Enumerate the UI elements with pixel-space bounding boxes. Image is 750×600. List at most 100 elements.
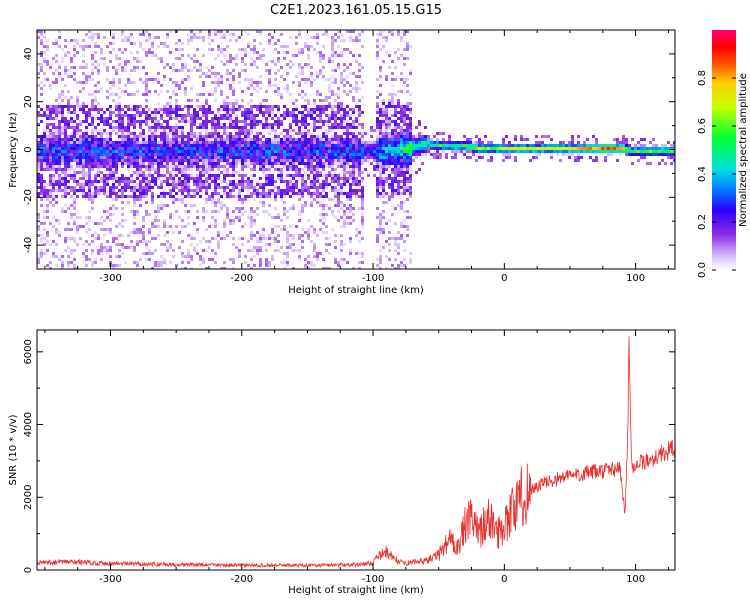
spectrogram-cell — [304, 144, 307, 147]
spectrogram-cell — [400, 162, 403, 165]
spectrogram-cell — [52, 159, 55, 162]
spectrogram-cell — [322, 183, 325, 186]
spectrogram-cell — [619, 144, 622, 147]
spectrogram-cell — [139, 150, 142, 153]
spectrogram-cell — [409, 111, 412, 114]
spectrogram-cell — [307, 219, 310, 222]
spectrogram-cell — [382, 156, 385, 159]
spectrogram-cell — [157, 126, 160, 129]
spectrogram-cell — [508, 156, 511, 159]
spectrogram-cell — [124, 141, 127, 144]
spectrogram-cell — [484, 135, 487, 138]
spectrogram-cell — [175, 159, 178, 162]
spectrogram-cell — [226, 150, 229, 153]
spectrogram-cell — [139, 228, 142, 231]
spectrogram-cell — [190, 195, 193, 198]
spectrogram-cell — [220, 186, 223, 189]
spectrogram-cell — [49, 174, 52, 177]
spectrogram-cell — [244, 138, 247, 141]
spectrogram-cell — [520, 150, 523, 153]
spectrogram-cell — [337, 117, 340, 120]
spectrogram-cell — [163, 180, 166, 183]
spectrogram-cell — [211, 168, 214, 171]
spectrogram-cell — [379, 147, 382, 150]
spectrogram-cell — [322, 66, 325, 69]
spectrogram-cell — [202, 39, 205, 42]
spectrogram-cell — [232, 141, 235, 144]
spectrogram-cell — [121, 126, 124, 129]
spectrogram-cell — [313, 141, 316, 144]
spectrogram-cell — [85, 45, 88, 48]
spectrogram-cell — [391, 264, 394, 267]
spectrogram-cell — [94, 105, 97, 108]
spectrogram-cell — [409, 144, 412, 147]
spectrogram-cell — [343, 39, 346, 42]
spectrogram-cell — [94, 108, 97, 111]
spectrogram-cell — [109, 162, 112, 165]
spectrogram-cell — [100, 159, 103, 162]
spectrogram-cell — [214, 183, 217, 186]
spectrogram-cell — [271, 156, 274, 159]
spectrogram-cell — [175, 162, 178, 165]
spectrogram-cell — [130, 210, 133, 213]
spectrogram-cell — [250, 195, 253, 198]
spectrogram-cell — [187, 183, 190, 186]
spectrogram-cell — [625, 144, 628, 147]
spectrogram-cell — [184, 63, 187, 66]
spectrogram-cell — [217, 147, 220, 150]
spectrogram-cell — [292, 114, 295, 117]
spectrogram-cell — [55, 105, 58, 108]
spectrogram-cell — [61, 141, 64, 144]
spectrogram-cell — [220, 147, 223, 150]
spectrogram-cell — [358, 231, 361, 234]
spectrogram-cell — [253, 156, 256, 159]
spectrogram-cell — [205, 177, 208, 180]
spectrogram-cell — [43, 159, 46, 162]
spectrogram-cell — [238, 183, 241, 186]
spectrogram-cell — [208, 183, 211, 186]
spectrogram-cell — [235, 132, 238, 135]
spectrogram-cell — [208, 36, 211, 39]
spectrogram-cell — [67, 222, 70, 225]
spectrogram-cell — [514, 147, 517, 150]
spectrogram-cell — [55, 156, 58, 159]
spectrogram-cell — [340, 138, 343, 141]
spectrogram-cell — [316, 252, 319, 255]
spectrogram-cell — [223, 168, 226, 171]
spectrogram-cell — [310, 186, 313, 189]
spectrogram-cell — [154, 177, 157, 180]
spectrogram-cell — [148, 183, 151, 186]
spectrogram-cell — [115, 237, 118, 240]
spectrogram-cell — [310, 45, 313, 48]
spectrogram-cell — [73, 135, 76, 138]
spectrogram-cell — [145, 183, 148, 186]
spectrogram-cell — [217, 186, 220, 189]
spectrogram-cell — [58, 45, 61, 48]
spectrogram-cell — [367, 147, 370, 150]
spectrogram-cell — [109, 126, 112, 129]
spectrogram-cell — [127, 162, 130, 165]
spectrogram-cell — [349, 177, 352, 180]
spectrogram-cell — [178, 171, 181, 174]
spectrogram-cell — [364, 168, 367, 171]
spectrogram-cell — [298, 189, 301, 192]
spectrogram-cell — [142, 33, 145, 36]
spectrogram-cell — [43, 132, 46, 135]
spectrogram-cell — [214, 174, 217, 177]
spectrogram-cell — [283, 261, 286, 264]
spectrogram-cell — [358, 252, 361, 255]
spectrogram-cell — [103, 147, 106, 150]
spectrogram-cell — [265, 111, 268, 114]
spectrogram-cell — [298, 126, 301, 129]
spectrogram-cell — [217, 72, 220, 75]
spectrogram-cell — [76, 141, 79, 144]
spectrogram-cell — [148, 51, 151, 54]
spectrogram-cell — [112, 189, 115, 192]
spectrogram-cell — [385, 36, 388, 39]
spectrogram-cell — [73, 45, 76, 48]
spectrogram-cell — [64, 165, 67, 168]
spectrogram-cell — [376, 120, 379, 123]
spectrogram-cell — [376, 189, 379, 192]
spectrogram-cell — [172, 117, 175, 120]
spectrogram-cell — [430, 144, 433, 147]
